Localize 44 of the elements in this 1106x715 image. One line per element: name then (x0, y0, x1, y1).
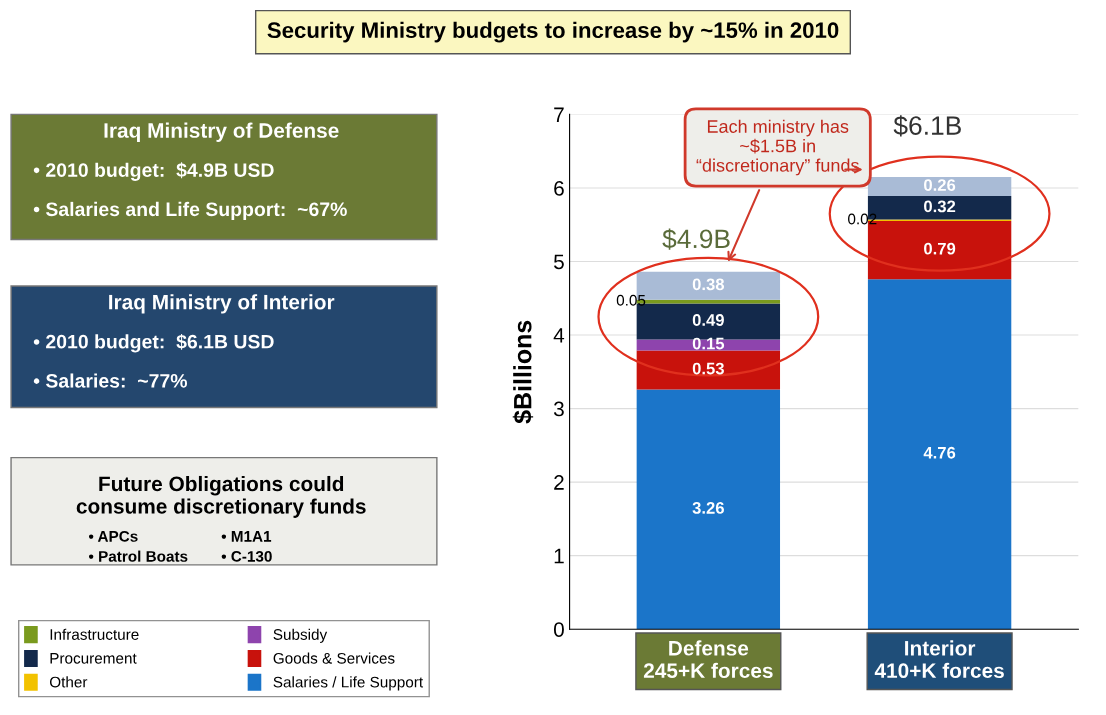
data-label: 4.76 (923, 446, 956, 459)
total-label: $6.1B (893, 115, 961, 137)
text: • Salaries: ~77% (33, 373, 188, 388)
text: • M1A1 (221, 531, 272, 542)
data-label: 3.26 (692, 502, 724, 514)
text: Iraq Ministry of Defense (104, 122, 339, 142)
data-label: 0.32 (924, 200, 956, 213)
chart-title: Security Ministry budgets to increase by ~15% in 2010 (267, 21, 839, 43)
text: • Patrol Boats (88, 550, 188, 562)
bar (867, 176, 1012, 197)
legend-label: Infrastructure (50, 628, 139, 640)
text: • 2010 budget: $4.9B USD (33, 162, 274, 181)
text: • APCs (88, 530, 138, 542)
text: • 2010 budget: $6.1B USD (33, 333, 274, 353)
data-label: 0.79 (924, 242, 956, 255)
y-tick-label: 3 (553, 401, 564, 417)
data-label: 0.05 (616, 294, 646, 306)
data-label: 0.15 (692, 337, 725, 350)
y-tick-label: 5 (553, 254, 564, 270)
x-tick-label: Defense 245+K forces (643, 640, 773, 679)
y-axis-title: $Billions (512, 320, 534, 424)
data-label: 0.38 (692, 278, 725, 291)
text: • C-130 (221, 550, 272, 562)
text: Future Obligations could consume discretionary funds (76, 475, 366, 518)
legend-label: Subsidy (273, 628, 328, 643)
text: Iraq Ministry of Interior (109, 294, 335, 314)
y-tick-label: 7 (554, 107, 564, 122)
legend-label: Goods & Services (273, 652, 395, 664)
y-tick-label: 1 (554, 548, 564, 564)
total-label: $4.9B (662, 228, 730, 250)
bar (636, 350, 781, 390)
data-label: 0.49 (692, 314, 724, 326)
y-tick-label: 6 (554, 180, 564, 196)
legend-label: Salaries / Life Support (273, 676, 424, 691)
data-label: 0.53 (692, 362, 724, 375)
y-tick-label: 2 (554, 475, 564, 490)
x-tick-label: Interior 410+K forces (874, 640, 1004, 679)
y-tick-label: 4 (553, 328, 565, 343)
bar (636, 339, 781, 351)
legend-label: Other (49, 676, 88, 688)
data-label: 0.26 (924, 179, 956, 191)
legend-label: Procurement (50, 653, 137, 664)
y-tick-label: 0 (553, 622, 564, 637)
text: • Salaries and Life Support: ~67% (33, 201, 347, 220)
